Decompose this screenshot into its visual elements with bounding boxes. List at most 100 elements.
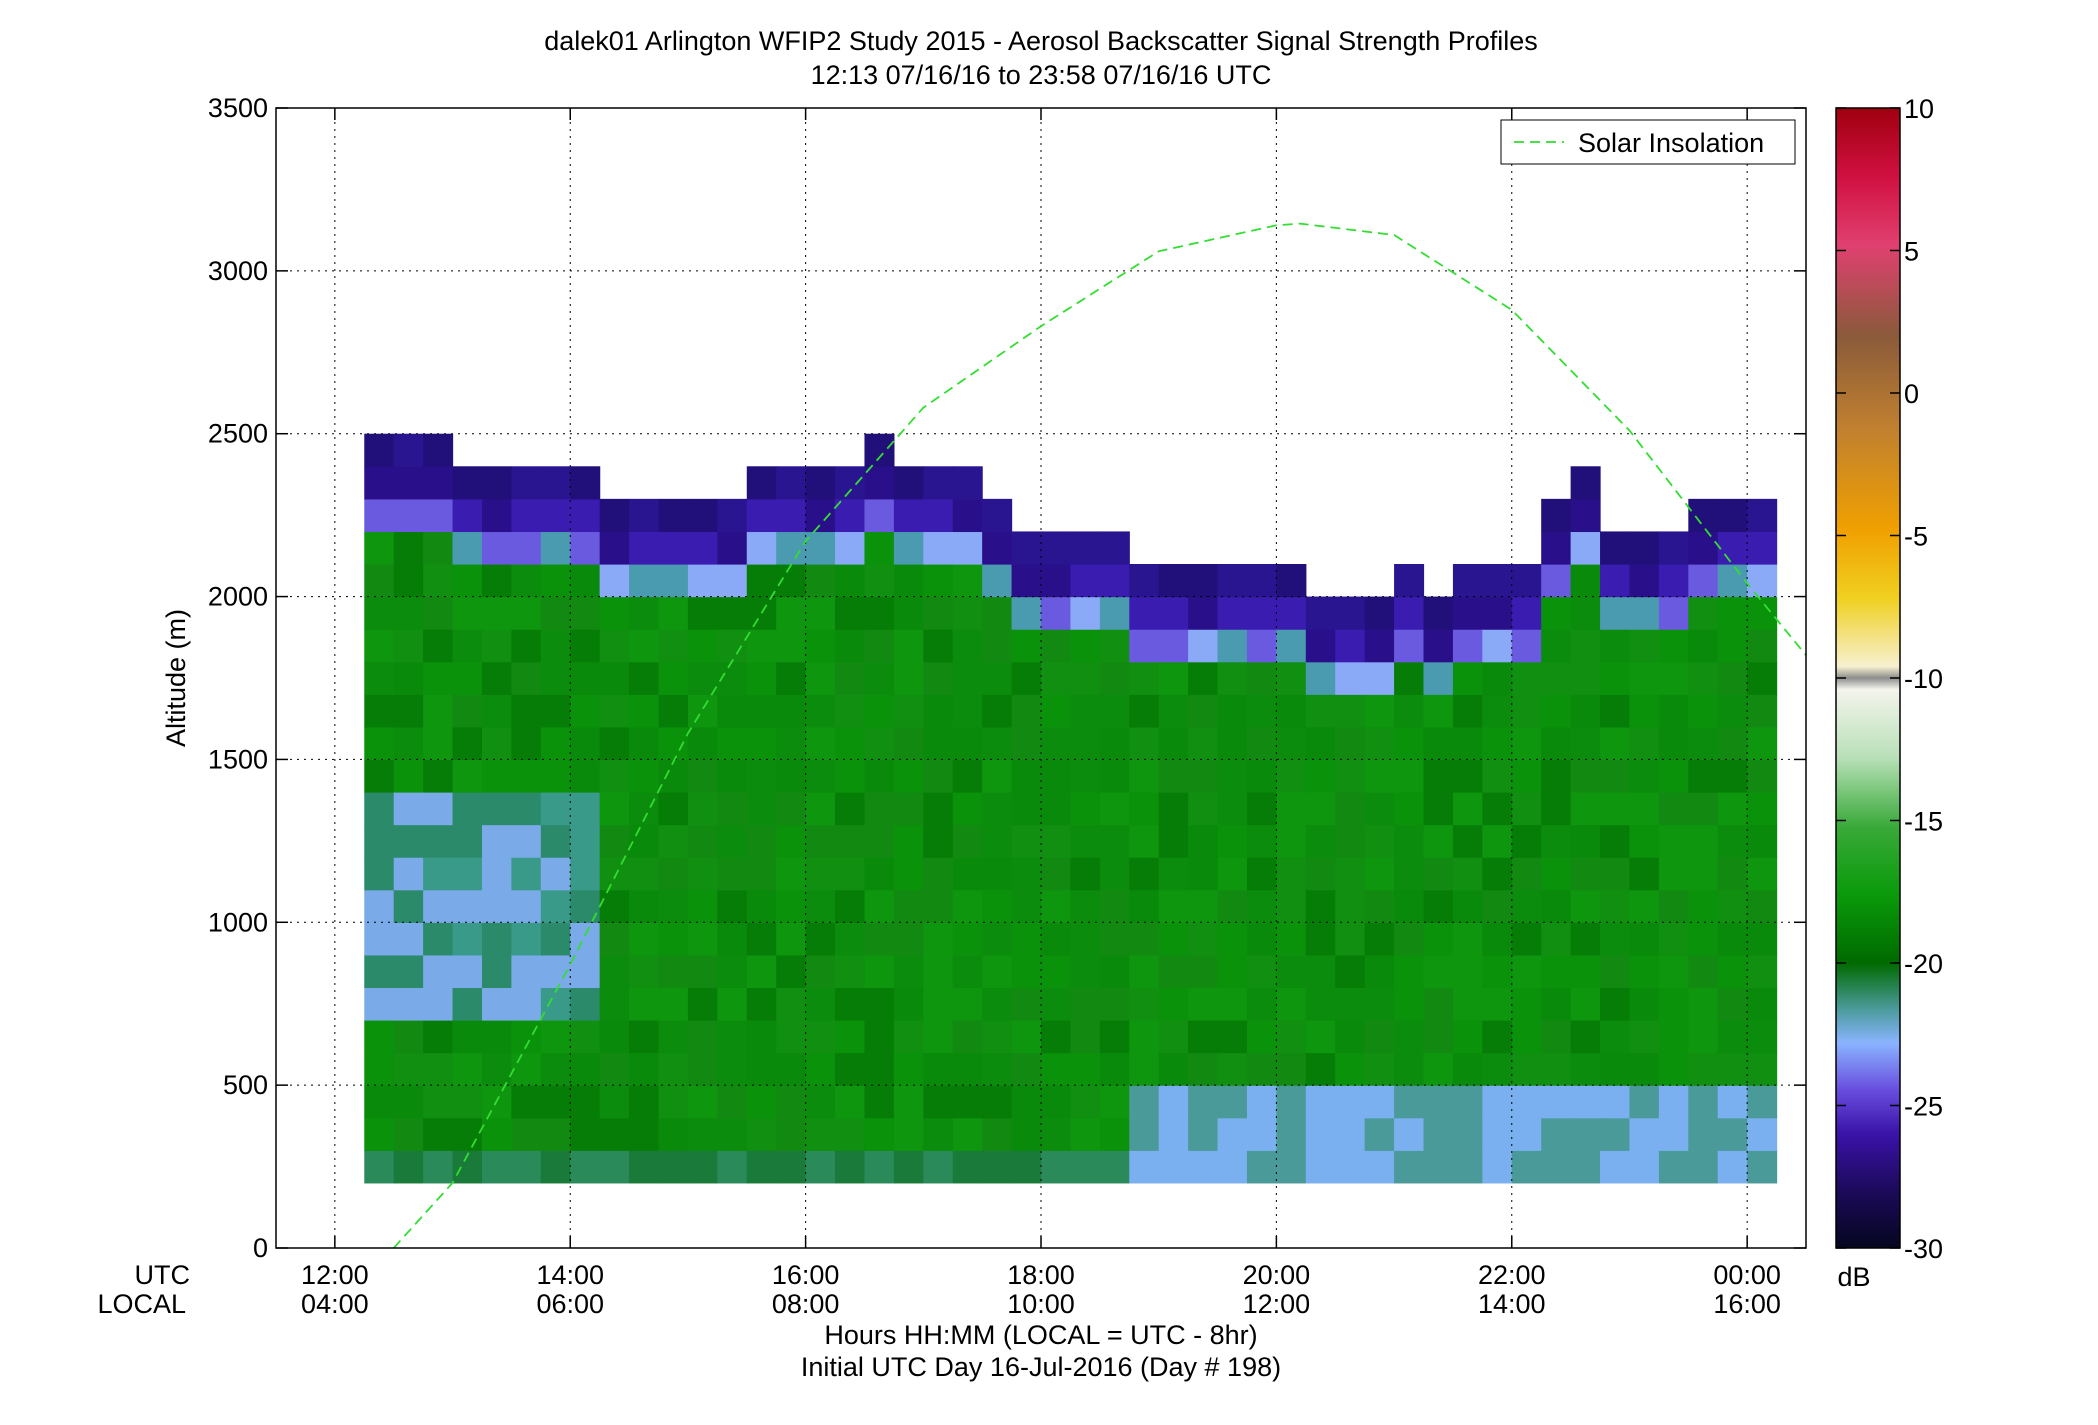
heatmap-cell <box>687 726 718 761</box>
heatmap-cell <box>864 1085 895 1119</box>
heatmap-cell <box>687 596 718 630</box>
heatmap-cell <box>393 466 424 500</box>
heatmap-cell <box>423 954 454 989</box>
heatmap-cell <box>1541 726 1572 761</box>
heatmap-cell <box>835 1052 866 1086</box>
heatmap-cell <box>1541 1150 1572 1184</box>
heatmap-cell <box>776 531 807 565</box>
heatmap-cell <box>776 824 807 858</box>
heatmap-cell <box>1570 531 1601 565</box>
heatmap-cell <box>1600 1085 1631 1119</box>
heatmap-cell <box>1688 726 1719 761</box>
heatmap-cell <box>423 1117 454 1151</box>
colorbar-tick-label: -25 <box>1904 1092 1943 1122</box>
x-tick-label-local: 08:00 <box>772 1289 840 1319</box>
heatmap-cell <box>1570 1085 1601 1119</box>
heatmap-cell <box>658 1150 689 1184</box>
heatmap-cell <box>1747 1020 1778 1054</box>
heatmap-cell <box>1423 596 1454 630</box>
heatmap-cell <box>1305 792 1336 826</box>
heatmap-cell <box>423 466 454 500</box>
heatmap-cell <box>746 987 777 1021</box>
heatmap-cell <box>1041 922 1072 956</box>
heatmap-cell <box>658 792 689 826</box>
heatmap-cell <box>1600 629 1631 663</box>
heatmap-cell <box>1600 987 1631 1021</box>
heatmap-cell <box>982 824 1013 858</box>
heatmap-cell <box>452 596 483 630</box>
heatmap-cell <box>629 759 660 793</box>
heatmap-cell <box>1423 694 1454 728</box>
heatmap-cell <box>1364 792 1395 826</box>
heatmap-cell <box>923 857 954 891</box>
heatmap-cell <box>599 922 630 956</box>
heatmap-cell <box>364 596 395 630</box>
heatmap-cell <box>1394 922 1425 956</box>
heatmap-cell <box>540 629 571 663</box>
heatmap-cell <box>923 1150 954 1184</box>
heatmap-cell <box>687 1085 718 1119</box>
heatmap-cell <box>1070 596 1101 630</box>
heatmap-cell <box>540 1020 571 1054</box>
heatmap-cell <box>717 726 748 761</box>
heatmap-cell <box>1482 1085 1513 1119</box>
heatmap-cell <box>982 1117 1013 1151</box>
heatmap-cell <box>599 987 630 1021</box>
heatmap-cell <box>1658 661 1689 695</box>
heatmap-cell <box>599 596 630 630</box>
heatmap-cell <box>540 824 571 858</box>
heatmap-cell <box>1717 987 1748 1021</box>
heatmap-cell <box>1041 1020 1072 1054</box>
heatmap-cell <box>1600 922 1631 956</box>
heatmap-cell <box>1217 759 1248 793</box>
heatmap-cell <box>599 1052 630 1086</box>
heatmap-cell <box>864 726 895 761</box>
heatmap-cell <box>1364 1020 1395 1054</box>
heatmap-cell <box>423 857 454 891</box>
heatmap-cell <box>658 987 689 1021</box>
heatmap-cell <box>1629 1150 1660 1184</box>
heatmap-cell <box>540 922 571 956</box>
heatmap-cell <box>1246 954 1277 989</box>
heatmap-cell <box>452 1117 483 1151</box>
colorbar-tick-label: 10 <box>1904 94 1934 124</box>
heatmap-cell <box>717 954 748 989</box>
heatmap-cell <box>1305 857 1336 891</box>
heatmap-cell <box>540 596 571 630</box>
heatmap-cell <box>1600 694 1631 728</box>
heatmap-cell <box>717 824 748 858</box>
heatmap-cell <box>805 792 836 826</box>
heatmap-cell <box>1482 596 1513 630</box>
x-tick-label-utc: 12:00 <box>301 1260 369 1290</box>
heatmap-cell <box>1570 596 1601 630</box>
heatmap-cell <box>1394 954 1425 989</box>
heatmap-cell <box>835 661 866 695</box>
heatmap-cell <box>570 792 601 826</box>
heatmap-cell <box>1364 824 1395 858</box>
heatmap-cell <box>658 1085 689 1119</box>
heatmap-cell <box>629 629 660 663</box>
heatmap-cell <box>1541 857 1572 891</box>
heatmap-cell <box>717 922 748 956</box>
heatmap-cell <box>1364 889 1395 923</box>
heatmap-cell <box>864 1052 895 1086</box>
heatmap-cell <box>364 694 395 728</box>
heatmap-cell <box>1188 1117 1219 1151</box>
heatmap-cell <box>835 792 866 826</box>
heatmap-cell <box>1188 889 1219 923</box>
heatmap-cell <box>1246 1150 1277 1184</box>
heatmap-cell <box>687 564 718 598</box>
heatmap-cell <box>570 466 601 500</box>
heatmap-cell <box>952 824 983 858</box>
heatmap-cell <box>1511 564 1542 598</box>
heatmap-cell <box>629 824 660 858</box>
heatmap-cell <box>1747 1117 1778 1151</box>
heatmap-cell <box>393 1085 424 1119</box>
heatmap-cell <box>452 922 483 956</box>
heatmap-cell <box>1482 629 1513 663</box>
heatmap-cell <box>452 792 483 826</box>
heatmap-cell <box>511 466 542 500</box>
heatmap-cell <box>423 1020 454 1054</box>
heatmap-cell <box>1747 726 1778 761</box>
heatmap-cell <box>1629 1052 1660 1086</box>
